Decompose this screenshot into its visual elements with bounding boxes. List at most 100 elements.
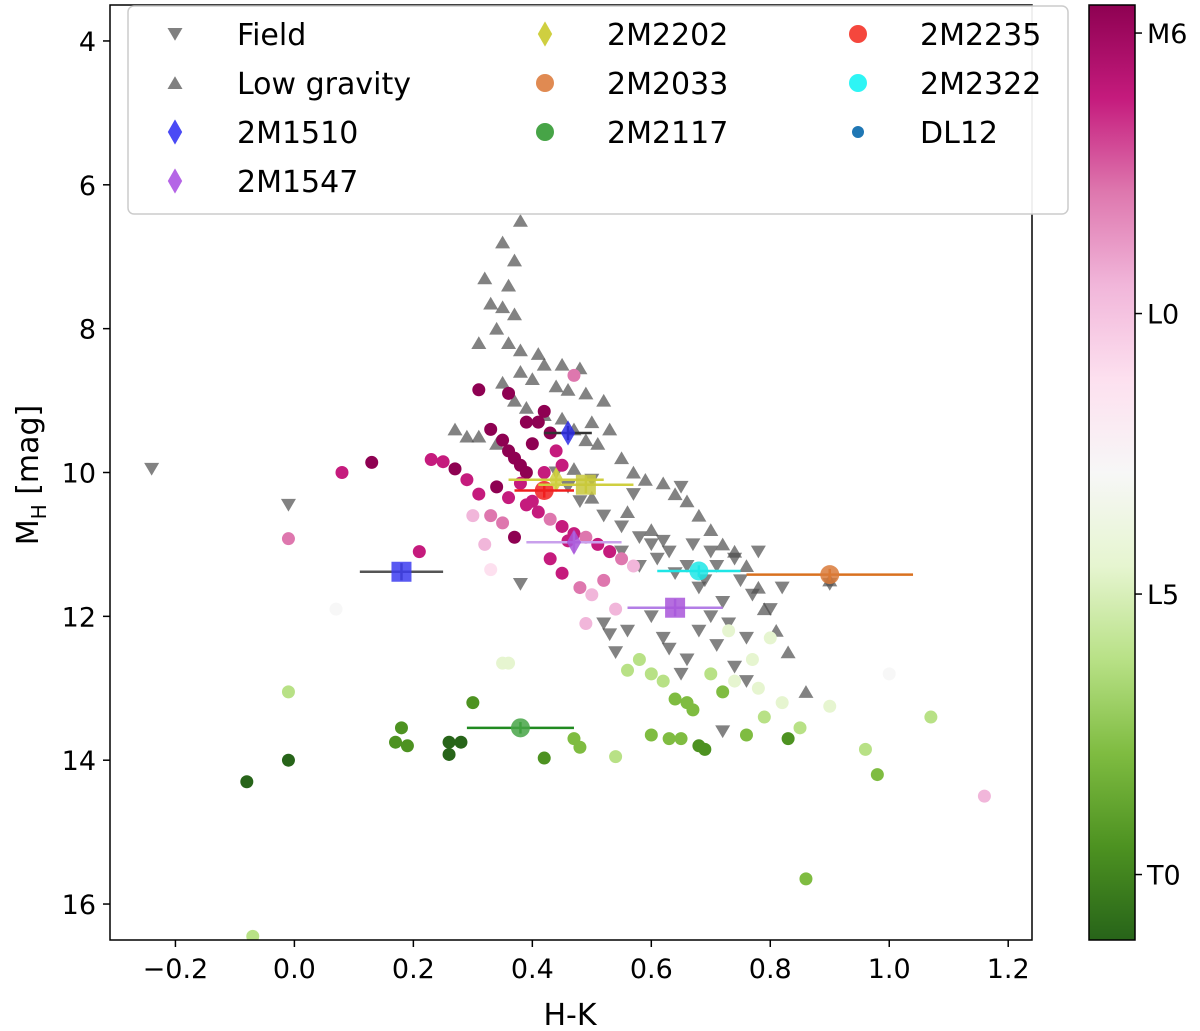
x-tick-label: 1.0 xyxy=(868,954,911,985)
dl12-point xyxy=(496,433,510,447)
low-gravity-point xyxy=(703,523,719,537)
low-gravity-point xyxy=(727,544,743,558)
dl12-point xyxy=(389,735,403,749)
low-gravity-point xyxy=(554,357,570,371)
2m1547-square-marker xyxy=(665,597,686,618)
dl12-point xyxy=(585,588,599,602)
field-point xyxy=(691,581,707,595)
field-point xyxy=(596,509,612,523)
dl12-point xyxy=(781,732,795,746)
y-tick-label: 14 xyxy=(62,746,96,777)
dl12-point xyxy=(728,674,742,688)
field-point xyxy=(144,462,160,476)
dl12-point xyxy=(579,617,593,631)
field-point xyxy=(715,725,731,739)
dl12-point xyxy=(603,545,617,559)
2m2322-marker xyxy=(689,561,709,581)
2m1510-square-marker xyxy=(391,561,412,582)
field-point xyxy=(703,545,719,559)
low-gravity-point xyxy=(738,559,754,572)
legend: Field Low gravity 2M1510 2M1547 2M2202 2M2033… xyxy=(127,5,1069,215)
dl12-point xyxy=(472,487,486,501)
dl12-point xyxy=(573,581,587,595)
low-gravity-point xyxy=(512,365,528,378)
legend-label-2m2117: 2M2117 xyxy=(607,116,728,151)
low-gravity-point xyxy=(643,523,659,537)
low-gravity-point xyxy=(447,422,463,436)
dl12-point xyxy=(484,422,498,436)
legend-label-2m2033: 2M2033 xyxy=(607,67,728,102)
field-point xyxy=(572,495,588,509)
low-gravity-point xyxy=(566,462,582,475)
dl12-point xyxy=(745,653,759,666)
colorbar-tick-label: L5 xyxy=(1147,580,1179,611)
dl12-point xyxy=(335,466,349,479)
low-gravity-point xyxy=(489,321,505,335)
y-axis-label-unit: [mag] xyxy=(11,405,46,505)
field-point xyxy=(608,646,624,660)
x-tick-label: 0.8 xyxy=(749,954,792,985)
low-gravity-point xyxy=(625,465,641,479)
legend-label-dl12: DL12 xyxy=(920,116,998,151)
dl12-point xyxy=(442,747,456,761)
low-gravity-point xyxy=(554,411,570,425)
low-gravity-point xyxy=(602,422,618,436)
dl12-point xyxy=(525,437,539,451)
x-tick-label: 0.4 xyxy=(511,954,554,985)
2m1547-marker xyxy=(566,529,582,555)
low-gravity-point xyxy=(578,433,594,447)
field-point xyxy=(673,480,689,494)
field-point xyxy=(602,628,618,642)
dl12-point xyxy=(615,552,629,566)
dl12-point xyxy=(519,498,533,512)
low-gravity-point xyxy=(501,278,517,292)
colorbar-gradient xyxy=(1088,4,1136,941)
field-point xyxy=(774,581,790,595)
dl12-point xyxy=(436,455,450,469)
dl12-point xyxy=(448,462,462,476)
field-point xyxy=(715,595,731,609)
dl12-point xyxy=(704,667,718,681)
dl12-point xyxy=(502,491,516,505)
field-point xyxy=(280,498,296,512)
low-gravity-point xyxy=(560,383,576,396)
low-gravity-point xyxy=(620,505,636,519)
field-point xyxy=(512,577,528,591)
colorbar-tick-label: T0 xyxy=(1146,861,1181,892)
low-gravity-point xyxy=(614,451,630,465)
field-point xyxy=(631,531,647,544)
dl12-point xyxy=(555,519,569,533)
dl12-point xyxy=(793,721,807,735)
y-axis-label-subscript: H xyxy=(27,504,51,519)
field-point xyxy=(709,639,725,652)
low-gravity-point xyxy=(495,300,511,314)
legend-label-2m1547: 2M1547 xyxy=(237,165,358,200)
dl12-point xyxy=(502,386,516,400)
dl12-point xyxy=(537,404,551,418)
low-gravity-point xyxy=(667,487,683,501)
low-gravity-point xyxy=(506,307,522,321)
field-point xyxy=(649,552,665,566)
legend-box xyxy=(127,5,1069,215)
low-gravity-point xyxy=(679,494,695,508)
dl12-point xyxy=(478,537,492,551)
legend-marker-2m2117 xyxy=(536,123,554,141)
dl12-point xyxy=(757,710,771,724)
dl12-point xyxy=(662,732,676,746)
dl12-point xyxy=(543,512,557,526)
dl12-point xyxy=(609,750,623,764)
field-point xyxy=(709,560,725,573)
legend-marker-2m2235 xyxy=(849,25,867,43)
dl12-point xyxy=(365,455,379,469)
dl12-point xyxy=(567,368,581,382)
x-tick-label: −0.2 xyxy=(143,954,209,985)
dl12-point xyxy=(460,473,474,487)
field-point xyxy=(620,624,636,638)
legend-marker-2m1510 xyxy=(167,119,183,145)
dl12-point xyxy=(674,732,688,746)
dl12-point xyxy=(281,685,295,699)
dl12-point xyxy=(549,444,563,458)
dl12-point xyxy=(412,545,426,559)
dl12-point xyxy=(394,721,408,735)
